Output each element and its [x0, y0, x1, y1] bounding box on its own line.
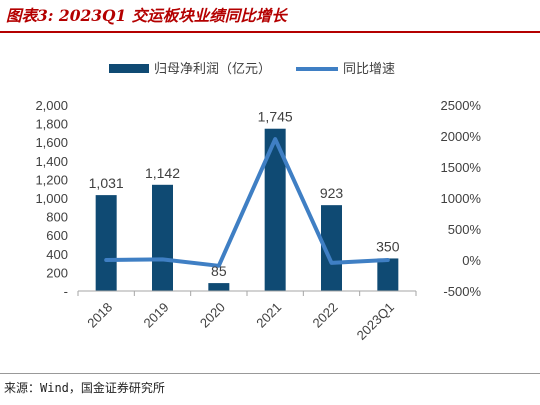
- bar-value-label: 923: [320, 185, 344, 201]
- right-axis-tick-label: 1000%: [441, 191, 482, 206]
- bar-value-label: 350: [376, 238, 400, 254]
- bar-2018: [95, 195, 117, 291]
- left-axis-tick-label: 1,200: [35, 172, 68, 187]
- bar-value-label: 1,031: [89, 175, 124, 191]
- figure-title: 图表3: 2023Q1 交运板块业绩同比增长: [6, 6, 287, 25]
- legend: 归母净利润（亿元） 同比增速: [109, 62, 395, 77]
- right-axis-tick-label: 1500%: [441, 160, 482, 175]
- line-series: [104, 137, 390, 268]
- bar-series: [95, 128, 399, 291]
- data-labels: 1,031 1,142 85 1,745 923 350: [89, 109, 400, 279]
- x-axis-category-label: 2018: [84, 300, 115, 331]
- left-axis-tick-label: 800: [46, 210, 68, 225]
- right-axis: -500% 0% 500% 1000% 1500% 2000% 2500%: [441, 98, 482, 299]
- right-axis-tick-label: -500%: [443, 284, 481, 299]
- footer-divider: [0, 373, 540, 374]
- left-axis-tick-label: 200: [46, 265, 68, 280]
- left-axis-tick-label: 600: [46, 228, 68, 243]
- right-axis-tick-label: 2000%: [441, 129, 482, 144]
- bar-value-label: 85: [211, 263, 227, 279]
- title-divider: [0, 31, 540, 33]
- left-axis: - 200 400 600 800 1,000 1,200 1,400 1,600 1,800 2,…: [35, 98, 68, 299]
- legend-swatch-bar: [109, 64, 149, 73]
- bar-2020: [208, 283, 230, 291]
- bar-2023q1: [377, 258, 399, 291]
- legend-label-bar: 归母净利润（亿元）: [154, 62, 271, 77]
- chart: 归母净利润（亿元） 同比增速 - 200 400 600 800 1,000 1,200 1,…: [35, 62, 482, 343]
- x-axis-category-label: 2023Q1: [354, 300, 397, 343]
- growth-line: [104, 137, 390, 268]
- x-axis-category-label: 2020: [197, 300, 228, 331]
- bar-2019: [152, 184, 173, 291]
- left-axis-tick-label: 400: [46, 247, 68, 262]
- right-axis-tick-label: 2500%: [441, 98, 482, 113]
- x-axis: 2018 2019 2020 2021 2022 2023Q1: [77, 290, 417, 343]
- left-axis-tick-label: 2,000: [35, 98, 68, 113]
- x-axis-category-label: 2022: [310, 300, 341, 331]
- right-axis-tick-label: 0%: [462, 253, 481, 268]
- source-note: 来源：Wind，国金证券研究所: [4, 381, 165, 395]
- left-axis-tick-label: 1,000: [35, 191, 68, 206]
- bar-value-label: 1,142: [145, 165, 180, 181]
- x-axis-category-label: 2021: [253, 300, 284, 331]
- legend-label-line: 同比增速: [343, 62, 395, 77]
- bar-2021: [264, 128, 286, 291]
- right-axis-tick-label: 500%: [448, 222, 482, 237]
- x-axis-category-label: 2019: [141, 300, 172, 331]
- left-axis-tick-label: 1,800: [35, 117, 68, 132]
- left-axis-tick-label: 1,400: [35, 154, 68, 169]
- left-axis-tick-label: 1,600: [35, 135, 68, 150]
- left-axis-tick-label: -: [64, 284, 68, 299]
- bar-value-label: 1,745: [258, 109, 293, 125]
- bar-2022: [321, 205, 342, 291]
